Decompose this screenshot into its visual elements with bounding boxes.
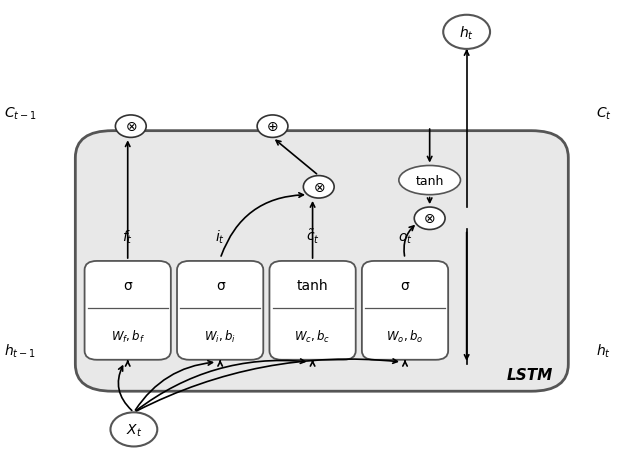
FancyBboxPatch shape xyxy=(85,262,171,360)
Circle shape xyxy=(257,116,288,138)
Text: $\oplus$: $\oplus$ xyxy=(266,120,279,134)
Text: $\tilde{c}_t$: $\tilde{c}_t$ xyxy=(306,228,319,246)
FancyBboxPatch shape xyxy=(269,262,356,360)
Text: $h_t$: $h_t$ xyxy=(596,342,611,359)
Text: $f_t$: $f_t$ xyxy=(122,228,133,246)
Text: tanh: tanh xyxy=(415,174,444,187)
Circle shape xyxy=(110,412,157,446)
Circle shape xyxy=(414,207,445,230)
Circle shape xyxy=(443,16,490,50)
Text: $\otimes$: $\otimes$ xyxy=(124,120,137,134)
Text: $W_i,b_i$: $W_i,b_i$ xyxy=(204,328,236,344)
Text: LSTM: LSTM xyxy=(507,368,553,382)
Text: $W_f,b_f$: $W_f,b_f$ xyxy=(111,328,145,344)
FancyBboxPatch shape xyxy=(177,262,263,360)
Text: tanh: tanh xyxy=(297,278,329,292)
Text: $\otimes$: $\otimes$ xyxy=(313,180,325,194)
Ellipse shape xyxy=(399,166,461,195)
Text: $h_t$: $h_t$ xyxy=(459,24,474,41)
Text: $C_t$: $C_t$ xyxy=(596,105,612,121)
Text: σ: σ xyxy=(216,278,225,292)
Circle shape xyxy=(115,116,146,138)
FancyBboxPatch shape xyxy=(76,131,568,391)
Text: $h_{t-1}$: $h_{t-1}$ xyxy=(4,342,37,359)
Text: $W_c,b_c$: $W_c,b_c$ xyxy=(295,328,331,344)
Text: $C_{t-1}$: $C_{t-1}$ xyxy=(4,105,37,121)
FancyBboxPatch shape xyxy=(362,262,448,360)
Text: $i_t$: $i_t$ xyxy=(215,228,225,246)
Text: σ: σ xyxy=(123,278,132,292)
Text: $o_t$: $o_t$ xyxy=(397,231,412,246)
Text: $W_o,b_o$: $W_o,b_o$ xyxy=(386,328,423,344)
Circle shape xyxy=(303,176,334,198)
Text: $X_t$: $X_t$ xyxy=(126,421,142,437)
Text: σ: σ xyxy=(400,278,409,292)
Text: $\otimes$: $\otimes$ xyxy=(423,212,436,226)
